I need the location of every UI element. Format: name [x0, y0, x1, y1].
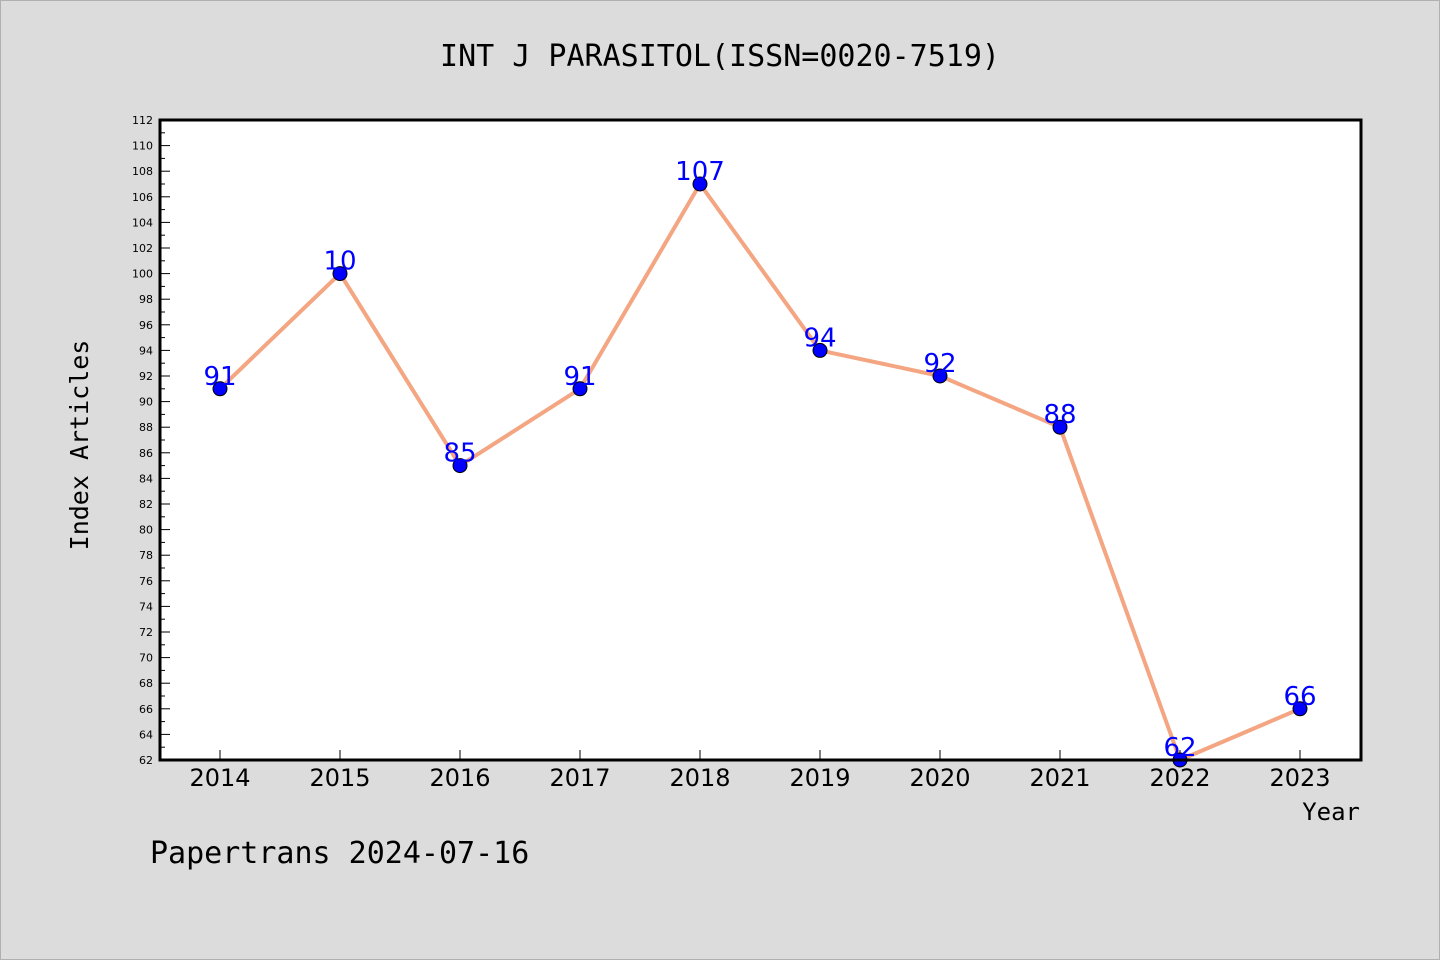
x-tick-label: 2019 [789, 764, 850, 792]
data-point [1052, 419, 1068, 435]
x-tick-label: 2015 [309, 764, 370, 792]
data-label: 107 [675, 157, 725, 187]
data-point [212, 381, 228, 397]
data-label: 85 [443, 439, 476, 469]
y-tick-label: 68 [139, 677, 153, 690]
x-tick-label: 2020 [909, 764, 970, 792]
data-label: 92 [923, 349, 956, 379]
x-tick-label: 2018 [669, 764, 730, 792]
y-tick-label: 74 [139, 600, 153, 613]
x-tick-label: 2021 [1029, 764, 1090, 792]
y-tick-label: 86 [139, 447, 153, 460]
data-point [1292, 701, 1308, 717]
x-tick-label: 2023 [1269, 764, 1330, 792]
x-tick-label: 2014 [189, 764, 250, 792]
y-tick-label: 78 [139, 549, 153, 562]
data-label: 66 [1283, 682, 1316, 712]
y-tick-label: 70 [139, 652, 153, 665]
data-point [452, 458, 468, 474]
data-point [812, 342, 828, 358]
y-axis: 62 64 66 68 70 72 74 76 78 80 82 84 86 88 90 92 94 96 98 10… [132, 114, 170, 767]
y-tick-label: 76 [139, 575, 153, 588]
y-tick-label: 100 [132, 268, 153, 281]
y-tick-label: 110 [132, 140, 153, 153]
y-tick-label: 66 [139, 703, 153, 716]
y-tick-label: 106 [132, 191, 153, 204]
x-tick-label: 2022 [1149, 764, 1210, 792]
y-axis-label: Index Articles [65, 340, 94, 551]
data-point [692, 176, 708, 192]
y-tick-label: 96 [139, 319, 153, 332]
chart-title: INT J PARASITOL(ISSN=0020-7519) [440, 39, 1000, 74]
series-line [218, 182, 1302, 762]
data-label: 10 [323, 247, 356, 277]
data-labels-group: 91 10 85 91 107 94 92 88 62 66 [203, 157, 1316, 763]
y-tick-label: 92 [139, 370, 153, 383]
y-tick-label: 72 [139, 626, 153, 639]
y-tick-label: 84 [139, 472, 153, 485]
footer-caption: Papertrans 2024-07-16 [150, 836, 529, 871]
series-line-group [218, 182, 1302, 762]
data-point [332, 266, 348, 282]
x-axis-label: Year [1302, 798, 1360, 826]
y-tick-label: 108 [132, 165, 153, 178]
x-axis: 2014 2015 2016 2017 2018 2019 2020 2021 2022 2023 [189, 750, 1331, 792]
data-point [932, 368, 948, 384]
y-tick-label: 112 [132, 114, 153, 127]
y-tick-label: 102 [132, 242, 153, 255]
y-tick-label: 104 [132, 216, 153, 229]
data-label: 94 [803, 323, 836, 353]
y-tick-label: 64 [139, 728, 153, 741]
data-label: 88 [1043, 400, 1076, 430]
x-tick-label: 2016 [429, 764, 490, 792]
plot-area [160, 120, 1361, 760]
data-label: 91 [563, 362, 596, 392]
y-tick-label: 90 [139, 396, 153, 409]
y-tick-label: 88 [139, 421, 153, 434]
y-tick-label: 62 [139, 754, 153, 767]
plot-frame [158, 118, 1363, 762]
x-tick-label: 2017 [549, 764, 610, 792]
data-label: 62 [1163, 733, 1196, 763]
data-label: 91 [203, 362, 236, 392]
data-point [572, 381, 588, 397]
y-tick-label: 98 [139, 293, 153, 306]
series-markers-group [212, 176, 1308, 768]
y-tick-label: 94 [139, 344, 153, 357]
y-tick-label: 80 [139, 524, 153, 537]
y-tick-label: 82 [139, 498, 153, 511]
